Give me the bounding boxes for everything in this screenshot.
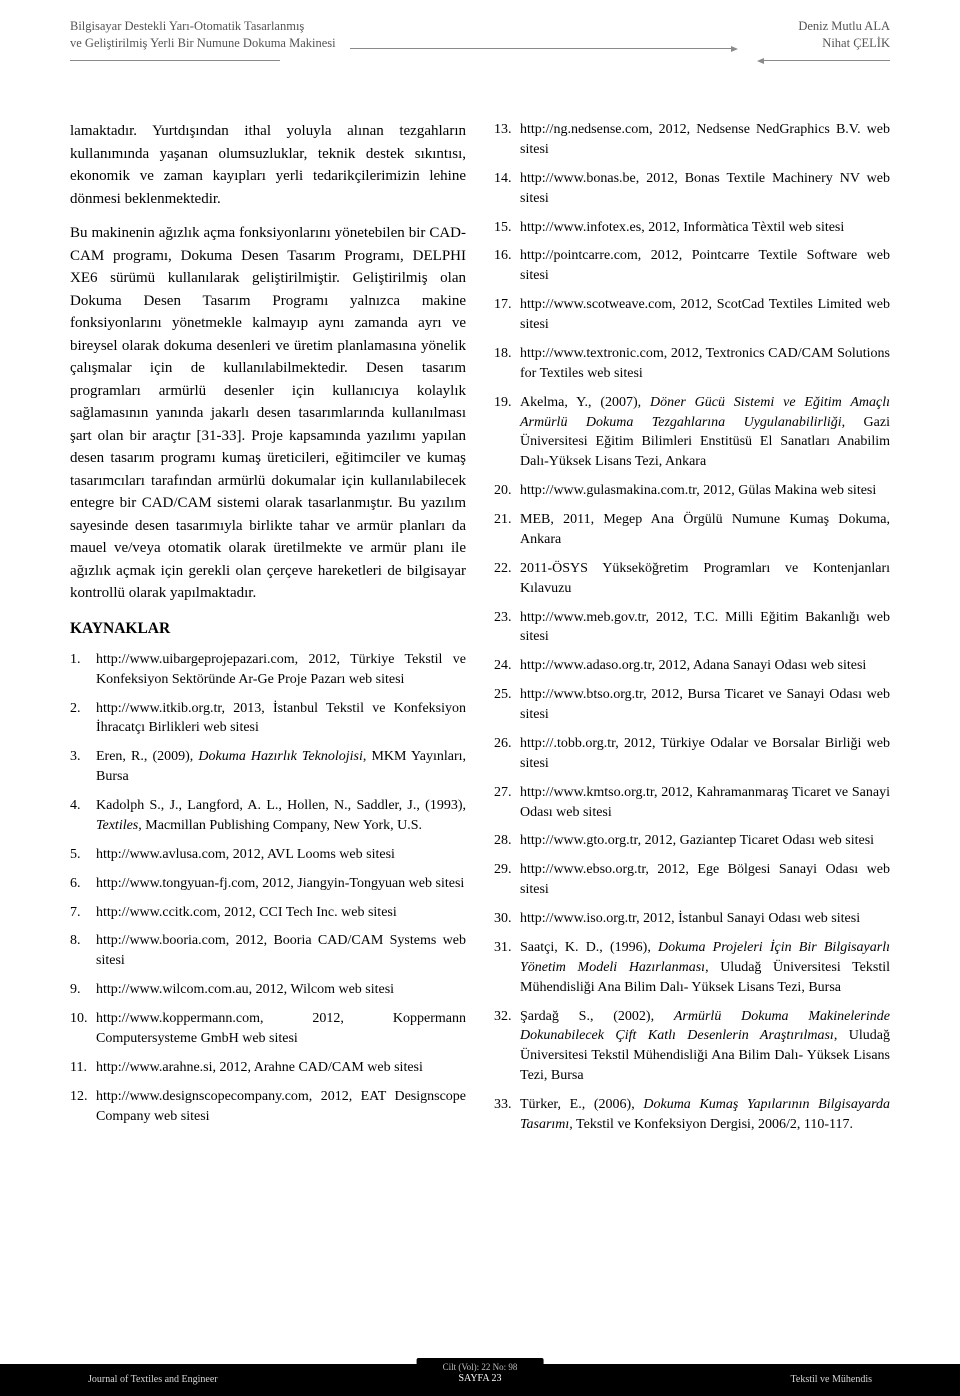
content-columns: lamaktadır. Yurtdışından ithal yoluyla a…: [70, 120, 890, 1336]
reference-item: http://www.arahne.si, 2012, Arahne CAD/C…: [70, 1058, 466, 1078]
body-paragraph-1: lamaktadır. Yurtdışından ithal yoluyla a…: [70, 120, 466, 210]
footer-journal-left: Journal of Textiles and Engineer: [88, 1374, 218, 1385]
reference-item: MEB, 2011, Megep Ana Örgülü Numune Kumaş…: [494, 510, 890, 550]
reference-item: http://www.scotweave.com, 2012, ScotCad …: [494, 295, 890, 335]
reference-item: http://www.gulasmakina.com.tr, 2012, Gül…: [494, 481, 890, 501]
reference-item: Saatçi, K. D., (1996), Dokuma Projeleri …: [494, 938, 890, 998]
header-rule-left: [70, 60, 280, 61]
reference-item: Kadolph S., J., Langford, A. L., Hollen,…: [70, 796, 466, 836]
reference-item: http://www.designscopecompany.com, 2012,…: [70, 1087, 466, 1127]
page-footer: Journal of Textiles and Engineer Cilt (V…: [0, 1364, 960, 1396]
reference-item: http://www.infotex.es, 2012, Informàtica…: [494, 218, 890, 238]
footer-page-number: SAYFA 23: [443, 1373, 518, 1386]
reference-item: http://www.ccitk.com, 2012, CCI Tech Inc…: [70, 903, 466, 923]
reference-item: http://www.bonas.be, 2012, Bonas Textile…: [494, 169, 890, 209]
reference-item: http://www.textronic.com, 2012, Textroni…: [494, 344, 890, 384]
reference-item: http://www.kmtso.org.tr, 2012, Kahramanm…: [494, 783, 890, 823]
reference-item: http://www.adaso.org.tr, 2012, Adana San…: [494, 656, 890, 676]
reference-item: Şardağ S., (2002), Armürlü Dokuma Makine…: [494, 1007, 890, 1087]
header-title-line1: Bilgisayar Destekli Yarı-Otomatik Tasarl…: [70, 18, 336, 35]
reference-item: http://www.iso.org.tr, 2012, İstanbul Sa…: [494, 909, 890, 929]
reference-item: http://www.booria.com, 2012, Booria CAD/…: [70, 931, 466, 971]
reference-item: 2011-ÖSYS Yükseköğretim Programları ve K…: [494, 559, 890, 599]
header-author-2: Nihat ÇELİK: [798, 35, 890, 52]
footer-journal-right: Tekstil ve Mühendis: [790, 1374, 872, 1385]
reference-item: http://www.wilcom.com.au, 2012, Wilcom w…: [70, 980, 466, 1000]
reference-item: http://.tobb.org.tr, 2012, Türkiye Odala…: [494, 734, 890, 774]
reference-item: http://www.itkib.org.tr, 2013, İstanbul …: [70, 699, 466, 739]
footer-center: Cilt (Vol): 22 No: 98 SAYFA 23: [417, 1358, 544, 1392]
reference-item: http://pointcarre.com, 2012, Pointcarre …: [494, 246, 890, 286]
reference-item: Eren, R., (2009), Dokuma Hazırlık Teknol…: [70, 747, 466, 787]
header-authors: Deniz Mutlu ALA Nihat ÇELİK: [798, 18, 890, 52]
reference-item: http://www.gto.org.tr, 2012, Gaziantep T…: [494, 831, 890, 851]
reference-item: http://www.btso.org.tr, 2012, Bursa Tica…: [494, 685, 890, 725]
reference-item: http://www.tongyuan-fj.com, 2012, Jiangy…: [70, 874, 466, 894]
reference-item: Türker, E., (2006), Dokuma Kumaş Yapılar…: [494, 1095, 890, 1135]
reference-item: http://ng.nedsense.com, 2012, Nedsense N…: [494, 120, 890, 160]
header-author-1: Deniz Mutlu ALA: [798, 18, 890, 35]
reference-item: http://www.meb.gov.tr, 2012, T.C. Milli …: [494, 608, 890, 648]
body-paragraph-2: Bu makinenin ağızlık açma fonksiyonların…: [70, 222, 466, 605]
header-title-line2: ve Geliştirilmiş Yerli Bir Numune Dokuma…: [70, 35, 336, 52]
reference-item: http://www.uibargeprojepazari.com, 2012,…: [70, 650, 466, 690]
page-header: Bilgisayar Destekli Yarı-Otomatik Tasarl…: [70, 18, 890, 66]
reference-item: http://www.koppermann.com, 2012, Kopperm…: [70, 1009, 466, 1049]
reference-item: http://www.avlusa.com, 2012, AVL Looms w…: [70, 845, 466, 865]
header-rule-arrow-left: [760, 60, 890, 61]
reference-item: http://www.ebso.org.tr, 2012, Ege Bölges…: [494, 860, 890, 900]
references-heading: KAYNAKLAR: [70, 617, 466, 640]
header-title-block: Bilgisayar Destekli Yarı-Otomatik Tasarl…: [70, 18, 336, 52]
reference-item: Akelma, Y., (2007), Döner Gücü Sistemi v…: [494, 393, 890, 473]
footer-volume: Cilt (Vol): 22 No: 98: [443, 1362, 518, 1373]
header-rule-arrow-right: [350, 48, 735, 49]
